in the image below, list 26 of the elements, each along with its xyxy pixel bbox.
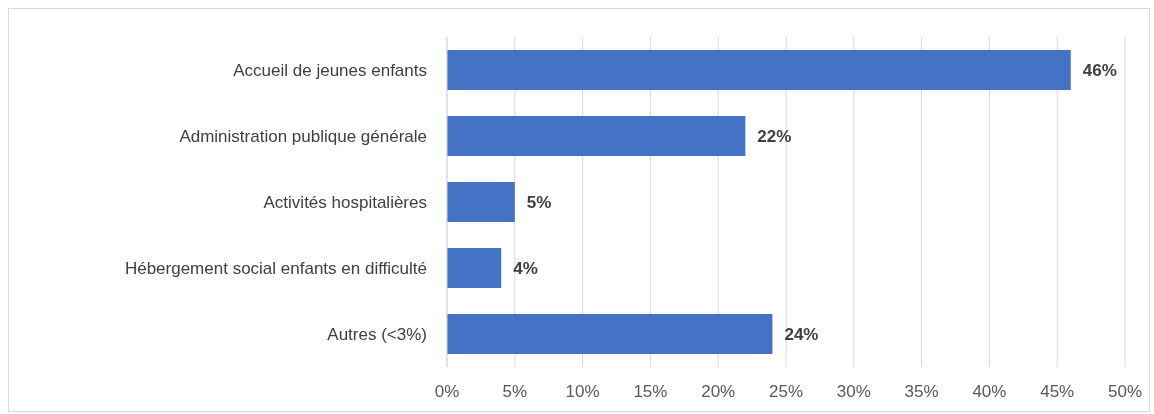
x-tick-label: 15% (633, 382, 668, 402)
x-tick-label: 30% (836, 382, 871, 402)
y-tick-label: Accueil de jeunes enfants (233, 61, 427, 81)
x-tick-label: 25% (768, 382, 804, 402)
x-tick-label: 40% (972, 382, 1007, 402)
y-tick-label: Autres (<3%) (327, 325, 427, 345)
x-tick-label: 50% (1107, 382, 1143, 402)
bar (447, 50, 1071, 90)
y-tick-label: Administration publique générale (179, 127, 427, 147)
bar (447, 116, 746, 156)
data-label: 46% (1082, 61, 1117, 81)
y-tick-label: Activités hospitalières (263, 193, 427, 213)
y-tick-label: Hébergement social enfants en difficulté (124, 259, 427, 279)
x-tick-label: 35% (904, 382, 939, 402)
x-tick-label: 10% (565, 382, 600, 402)
bar (447, 248, 502, 288)
x-tick-label: 0% (434, 382, 460, 402)
x-tick-label: 45% (1040, 382, 1075, 402)
data-label: 22% (757, 127, 792, 147)
x-tick-label: 20% (701, 382, 736, 402)
x-tick-label: 5% (502, 382, 528, 402)
data-label: 4% (513, 259, 538, 279)
data-label: 24% (784, 325, 819, 345)
bar (447, 182, 515, 222)
data-label: 5% (526, 193, 552, 213)
bar (447, 314, 773, 354)
